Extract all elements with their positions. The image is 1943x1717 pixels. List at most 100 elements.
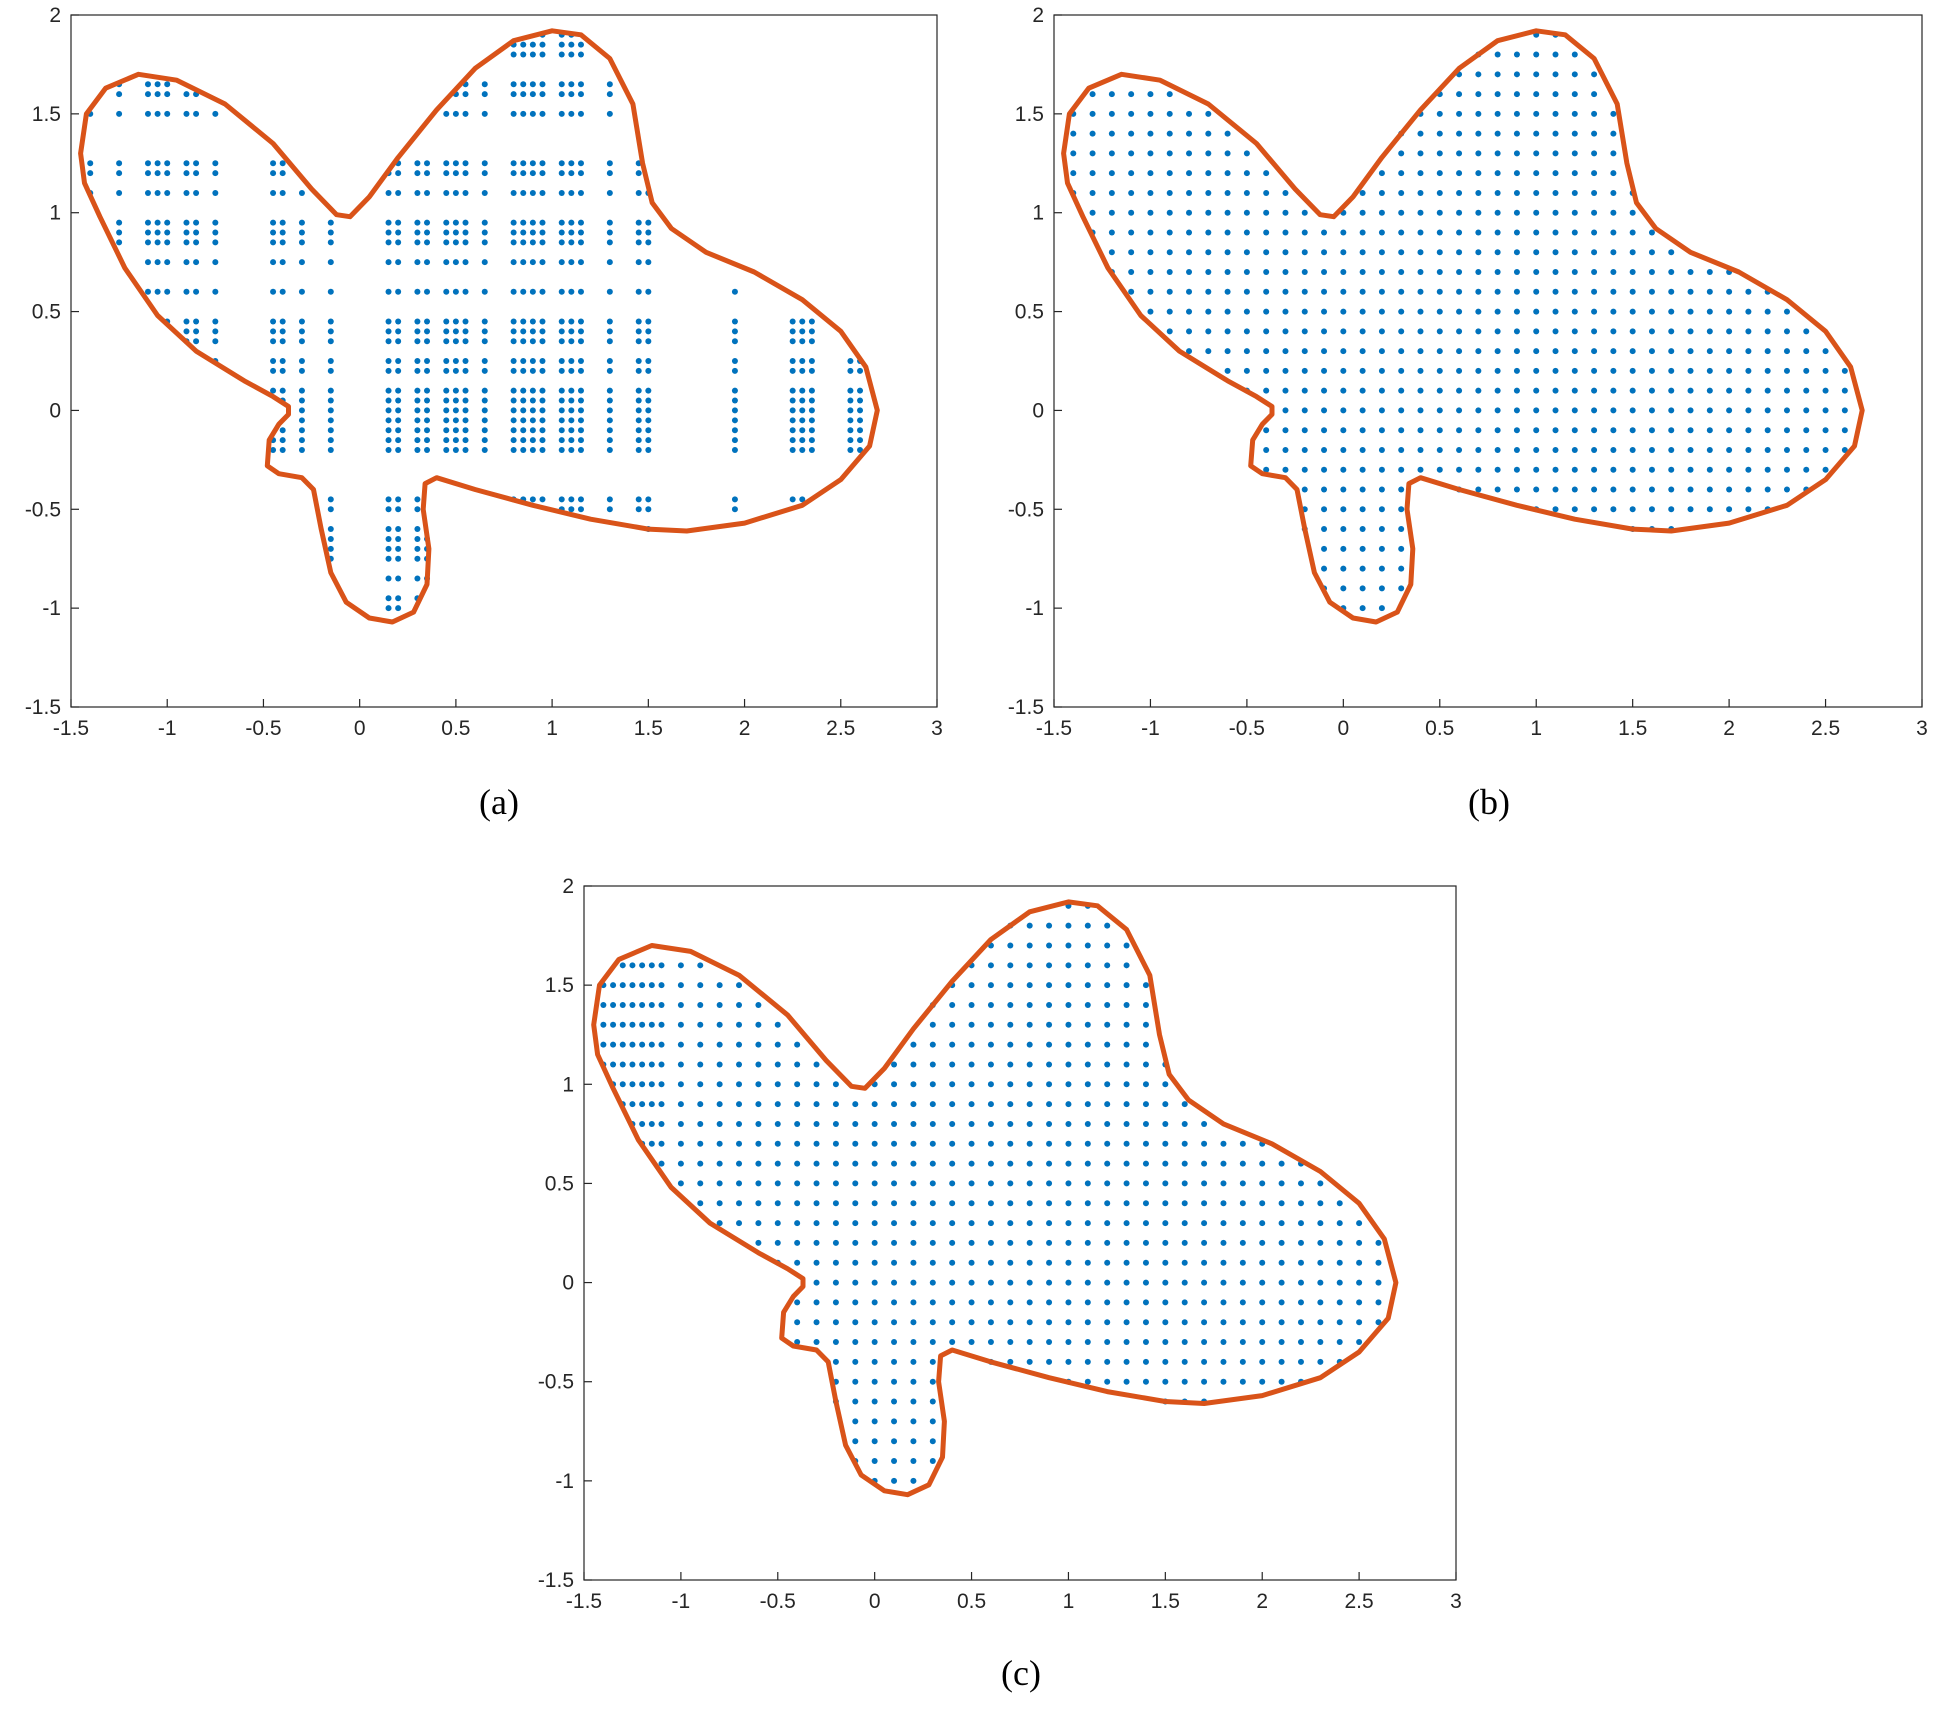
point (891, 1120, 898, 1127)
point (1007, 1001, 1014, 1008)
point (1026, 1001, 1033, 1008)
point (731, 427, 738, 434)
point (987, 1081, 994, 1088)
point (774, 1239, 781, 1246)
point (929, 1339, 936, 1346)
point (1282, 249, 1289, 256)
point (677, 1001, 684, 1008)
point (424, 397, 431, 404)
point (481, 437, 488, 444)
x-tick-label: 2 (1723, 717, 1735, 740)
point (1205, 170, 1212, 177)
point (327, 417, 334, 424)
point (799, 358, 806, 364)
point (648, 982, 655, 989)
point (1104, 982, 1111, 989)
x-tick-label: 1.5 (1618, 717, 1647, 740)
point (414, 239, 421, 246)
point (1297, 1279, 1304, 1286)
point (164, 170, 171, 177)
point (794, 1220, 801, 1227)
point (558, 437, 565, 444)
point (558, 417, 565, 424)
point (658, 962, 665, 969)
point (1243, 249, 1250, 256)
point (736, 1001, 743, 1008)
point (1147, 288, 1154, 295)
point (1629, 466, 1636, 473)
point (1764, 308, 1771, 315)
point (510, 446, 517, 453)
point (929, 1358, 936, 1365)
point (1186, 110, 1193, 117)
point (1513, 51, 1520, 58)
point (648, 1021, 655, 1028)
point (1084, 922, 1091, 929)
point (987, 1239, 994, 1246)
point (1648, 229, 1655, 236)
point (1026, 1339, 1033, 1346)
point (619, 962, 626, 969)
point (852, 1339, 859, 1346)
point (910, 1378, 917, 1385)
point (1220, 1378, 1227, 1385)
point (755, 1220, 762, 1227)
point (697, 982, 704, 989)
point (606, 189, 613, 196)
point (1147, 209, 1154, 216)
point (1591, 466, 1598, 473)
point (1571, 51, 1578, 58)
point (606, 338, 613, 345)
point (1201, 1358, 1208, 1365)
point (832, 1120, 839, 1127)
point (414, 526, 421, 533)
point (1359, 605, 1366, 612)
point (635, 446, 642, 453)
point (1297, 1339, 1304, 1346)
point (910, 1220, 917, 1227)
point (1166, 110, 1173, 117)
point (452, 239, 459, 246)
point (629, 1081, 636, 1088)
point (1456, 308, 1463, 315)
point (443, 189, 450, 196)
point (452, 189, 459, 196)
point (520, 41, 527, 48)
point (270, 367, 277, 374)
point (327, 496, 334, 503)
point (1026, 1319, 1033, 1326)
point (270, 446, 277, 453)
point (635, 367, 642, 374)
point (1571, 407, 1578, 414)
point (529, 110, 536, 117)
point (1142, 1239, 1149, 1246)
point (639, 1041, 646, 1048)
point (1552, 110, 1559, 117)
point (1259, 1239, 1266, 1246)
point (164, 219, 171, 226)
point (539, 407, 546, 414)
point (529, 496, 536, 503)
point (1243, 269, 1250, 276)
point (736, 1120, 743, 1127)
points (600, 902, 1382, 1484)
point (813, 1101, 820, 1108)
point (539, 239, 546, 246)
point (1340, 229, 1347, 236)
point (154, 288, 161, 295)
point (1162, 1319, 1169, 1326)
point (910, 1458, 917, 1465)
point (1648, 387, 1655, 394)
x-tick-label: 2.5 (1811, 717, 1840, 740)
point (1301, 209, 1308, 216)
point (1243, 209, 1250, 216)
point (395, 170, 402, 177)
point (1259, 1319, 1266, 1326)
point (1201, 1259, 1208, 1266)
point (1533, 91, 1540, 98)
point (385, 358, 392, 364)
point (1375, 1299, 1382, 1306)
point (1142, 982, 1149, 989)
point (968, 1160, 975, 1167)
point (424, 367, 431, 374)
